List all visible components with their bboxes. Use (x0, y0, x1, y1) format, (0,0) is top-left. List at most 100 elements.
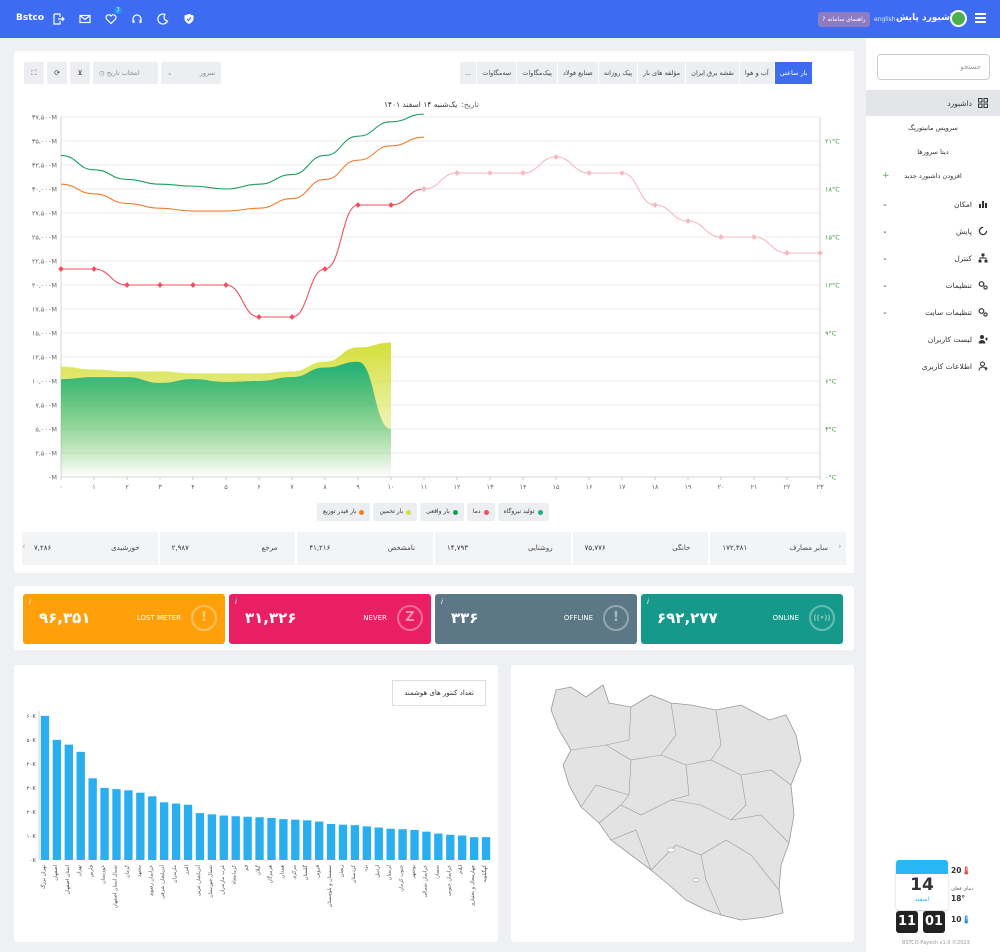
tab-6[interactable]: پیک‌مگاوات (517, 62, 558, 84)
logout-icon[interactable] (52, 12, 65, 25)
temp-point[interactable] (718, 234, 724, 240)
bar[interactable] (76, 751, 85, 860)
headset-icon[interactable] (130, 12, 143, 25)
tab-2[interactable]: نقشه برق ایران (686, 62, 740, 84)
bar[interactable] (219, 815, 228, 860)
temp-point[interactable] (157, 282, 163, 288)
temp-point[interactable] (421, 186, 427, 192)
temp-point[interactable] (223, 282, 229, 288)
temp-point[interactable] (190, 282, 196, 288)
tab-8[interactable]: ... (460, 62, 478, 84)
sidebar-item-user-info[interactable]: اطلاعات کاربری (866, 353, 1000, 379)
info-icon[interactable]: i (441, 598, 443, 606)
bar[interactable] (291, 819, 300, 860)
bar[interactable] (458, 835, 467, 860)
hamburger-menu-icon[interactable] (975, 13, 986, 23)
bar[interactable] (195, 813, 205, 860)
fullscreen-icon[interactable]: ⛶ (24, 62, 44, 84)
tab-4[interactable]: پیک روزانه (598, 62, 639, 84)
temp-point[interactable] (289, 314, 295, 320)
tab-5[interactable]: صنایع فولاد (557, 62, 599, 84)
bar[interactable] (326, 823, 336, 860)
info-icon[interactable]: i (235, 598, 237, 606)
temp-point[interactable] (652, 202, 658, 208)
temp-point[interactable] (619, 170, 625, 176)
bar[interactable] (207, 814, 217, 860)
heart-icon[interactable]: 7 (104, 7, 122, 25)
bar[interactable] (136, 792, 145, 860)
temp-point[interactable] (487, 170, 493, 176)
temp-point[interactable] (322, 266, 328, 272)
bar[interactable] (422, 831, 431, 860)
iran-map[interactable] (511, 665, 854, 942)
temp-point[interactable] (784, 250, 790, 256)
bar[interactable] (100, 787, 109, 860)
kpi-offline[interactable]: i ۳۳۶ OFFLINE! (435, 594, 637, 644)
bar[interactable] (410, 829, 419, 860)
refresh-icon[interactable]: ⟳ (47, 62, 67, 84)
bar[interactable] (338, 824, 348, 860)
bar[interactable] (255, 817, 264, 860)
sidebar-item-dashboard[interactable]: داشبورد (866, 90, 1000, 116)
sidebar-item-settings[interactable]: ⌄ تنظیمات (866, 272, 1000, 298)
kpi-never[interactable]: i ۳۱,۳۲۶ NEVER Z (229, 594, 431, 644)
bar[interactable] (398, 829, 407, 860)
bar[interactable] (267, 817, 276, 860)
sidebar-item-payesh[interactable]: ⌄ پایش (866, 218, 1000, 244)
temp-point[interactable] (58, 266, 64, 272)
temp-point[interactable] (124, 282, 130, 288)
temp-point[interactable] (553, 154, 559, 160)
bar[interactable] (171, 803, 181, 860)
bar[interactable] (159, 802, 169, 860)
tab-0[interactable]: بار ساعتی (774, 62, 814, 84)
tab-7[interactable]: سه‌مگاوات (477, 62, 518, 84)
tab-1[interactable]: آب و هوا (739, 62, 775, 84)
moon-icon[interactable] (156, 12, 169, 25)
legend-item[interactable]: تولید نیروگاه (497, 503, 549, 521)
temp-point[interactable] (91, 266, 97, 272)
temp-point[interactable] (817, 250, 823, 256)
date-picker-input[interactable]: ◷ انتخاب تاریخ (93, 62, 158, 84)
bar[interactable] (446, 834, 455, 860)
kpi-online[interactable]: i ۶۹۲,۲۷۷ ONLINE ((•)) (641, 594, 843, 644)
bar[interactable] (243, 816, 252, 860)
bar[interactable] (314, 821, 324, 860)
sidebar-item-emkan[interactable]: ⌄ امکان (866, 191, 1000, 217)
bar[interactable] (64, 744, 73, 860)
temp-point[interactable] (355, 202, 361, 208)
kpi-lost-meter[interactable]: i ۹۶,۳۵۱ LOST METER! (23, 594, 225, 644)
bar[interactable] (374, 827, 383, 860)
tab-3[interactable]: مؤلفه های بار (638, 62, 687, 84)
bar[interactable] (124, 790, 133, 860)
legend-item[interactable]: بار فیدر توزیع (317, 503, 371, 521)
sidebar-subitem-monitoring[interactable]: سرویس مانیتوریگ (908, 124, 958, 132)
bar[interactable] (469, 837, 479, 860)
bar[interactable] (386, 828, 395, 860)
sidebar-item-control[interactable]: ⌄ کنترل (866, 245, 1000, 271)
help-button[interactable]: ? راهنمای سامانه (818, 12, 870, 27)
bar[interactable] (362, 826, 372, 860)
legend-item[interactable]: بار تخمین (373, 503, 418, 521)
brand-text[interactable]: Bstco (16, 13, 45, 23)
temp-point[interactable] (751, 234, 757, 240)
sidebar-search-input[interactable]: جستجو (877, 54, 990, 80)
chevron-right-icon[interactable]: › (838, 542, 842, 552)
clear-filter-icon[interactable]: ⊻ (70, 62, 90, 84)
bar[interactable] (231, 816, 240, 860)
legend-item[interactable]: بار واقعی (420, 503, 464, 521)
bar[interactable] (40, 715, 50, 860)
bar[interactable] (183, 804, 193, 860)
language-switch[interactable]: english (874, 16, 896, 23)
temp-point[interactable] (454, 170, 460, 176)
info-icon[interactable]: i (29, 598, 31, 606)
info-icon[interactable]: i (647, 598, 649, 606)
server-select[interactable]: ⌄ سرور (161, 62, 221, 84)
temp-point[interactable] (685, 218, 691, 224)
sidebar-item-site-settings[interactable]: ⌄ تنظیمات سایت (866, 299, 1000, 325)
bar[interactable] (481, 837, 491, 860)
sidebar-item-users-list[interactable]: لیست کاربران (866, 326, 1000, 352)
temp-point[interactable] (520, 170, 526, 176)
temp-point[interactable] (586, 170, 592, 176)
temp-point[interactable] (256, 314, 262, 320)
chevron-left-icon[interactable]: ‹ (22, 542, 26, 552)
